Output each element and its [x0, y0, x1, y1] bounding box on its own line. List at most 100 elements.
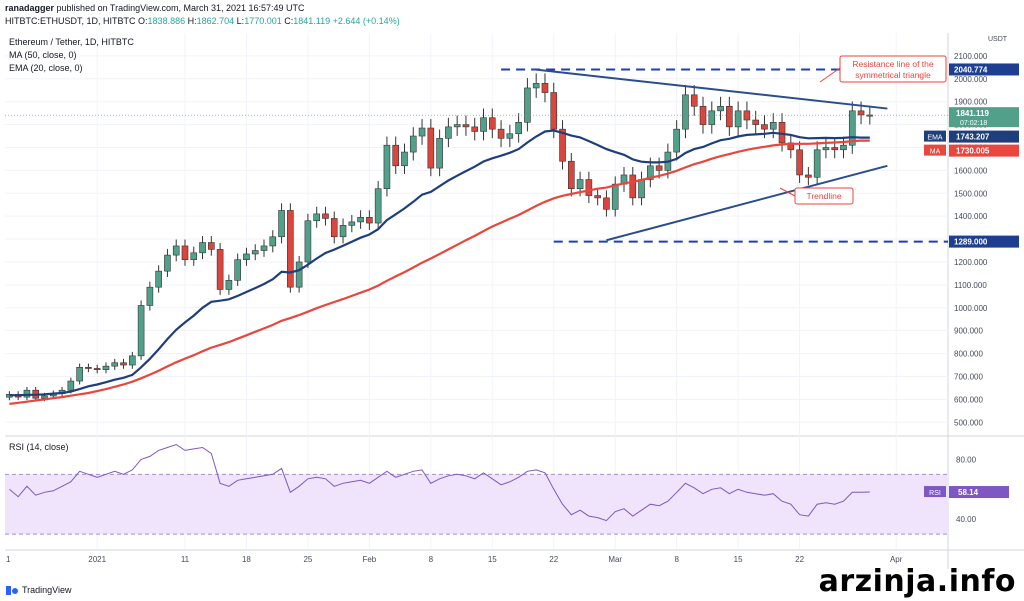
candle-body	[462, 124, 470, 128]
candle-body	[541, 83, 549, 93]
ohlc-o-label: O:	[138, 16, 148, 26]
trendline-support	[606, 164, 888, 242]
resistance-callout-line1: Resistance line of the	[852, 59, 934, 69]
candle-body	[295, 261, 303, 288]
candle-body	[805, 174, 812, 178]
ma-tag-bg	[924, 144, 946, 156]
candle-body	[752, 119, 759, 125]
publication-header: ranadagger published on TradingView.com,…	[0, 0, 1024, 32]
candle-body	[383, 144, 391, 190]
price-tick-label: 700.000	[954, 372, 983, 381]
ohlc-low: 1770.001	[244, 16, 282, 26]
candle-body	[568, 160, 575, 190]
ohlc-close: 1841.119	[293, 16, 331, 26]
symbol-text: HITBTC:ETHUSDT, 1D, HITBTC	[5, 16, 136, 26]
price-tick-label: 1100.000	[954, 281, 987, 290]
candle-body	[41, 395, 48, 399]
candle-body	[682, 94, 689, 130]
ma-value-label: 1730.005	[956, 147, 990, 156]
time-tick-label: 11	[181, 555, 190, 564]
candle-body	[287, 210, 294, 288]
candle-body	[445, 126, 452, 139]
candle-body	[172, 245, 180, 256]
time-tick-label: 8	[429, 555, 434, 564]
legend-ma[interactable]: MA (50, close, 0)	[9, 50, 77, 60]
resistance-callout-line2: symmetrical triangle	[855, 70, 931, 80]
ohlc-open: 1838.886	[147, 16, 186, 26]
ema-tag: EMA	[927, 135, 943, 142]
price-tick-label: 1900.000	[954, 98, 988, 107]
candle-body	[611, 183, 619, 210]
candle-body	[67, 380, 75, 391]
ohlc-h-label: H:	[187, 16, 197, 26]
candle-body	[366, 217, 373, 224]
price-tick-label: 1600.000	[954, 166, 988, 175]
candle-body	[831, 147, 839, 151]
candle-body	[726, 105, 733, 128]
price-tick-label: 2000.000	[954, 75, 988, 84]
legend-rsi[interactable]: RSI (14, close)	[9, 442, 69, 452]
candle-body	[436, 138, 443, 169]
ohlc-high: 1862.704	[196, 16, 235, 26]
level-label: 2040.774	[954, 65, 988, 74]
ema-20-line	[9, 129, 870, 397]
candle-body	[120, 362, 127, 366]
candle-body	[840, 144, 847, 151]
candle-body	[585, 179, 593, 196]
ema-value-label: 1743.207	[956, 133, 990, 142]
price-tick-label: 2100.000	[954, 52, 988, 61]
time-tick-label: Feb	[362, 555, 376, 564]
ohlc-change: +2.644 (+0.14%)	[332, 16, 400, 26]
candle-body	[822, 147, 830, 151]
rsi-value-label: 58.14	[958, 488, 979, 497]
resistance-callout-pointer	[819, 67, 841, 83]
candle-body	[857, 110, 865, 116]
countdown-label: 07:02:18	[960, 120, 987, 127]
candle-body	[234, 259, 241, 281]
last-price-label-bg	[949, 107, 1019, 128]
symbol-ohlc-line: HITBTC:ETHUSDT, 1D, HITBTC O:1838.886 H:…	[5, 16, 400, 26]
candle-body	[559, 128, 566, 162]
time-tick-label: 18	[242, 555, 251, 564]
resistance-callout-box	[839, 55, 947, 83]
candle-body	[137, 305, 145, 357]
candle-body	[251, 250, 259, 255]
candle-body	[93, 368, 101, 370]
candle-body	[348, 221, 356, 226]
trendline-resistance	[536, 68, 888, 110]
price-tick-label: 600.000	[954, 395, 983, 404]
candle-body	[524, 87, 531, 123]
candle-body	[418, 127, 426, 137]
candle-body	[260, 245, 268, 251]
publisher-line: ranadagger published on TradingView.com,…	[5, 3, 305, 13]
candle-body	[497, 128, 505, 139]
candle-body	[85, 367, 92, 369]
time-tick-label: 22	[795, 555, 804, 564]
legend-title: Ethereum / Tether, 1D, HITBTC	[9, 37, 134, 47]
candle-body	[225, 279, 233, 290]
rsi-tag: RSI	[929, 490, 941, 497]
candle-body	[550, 92, 558, 130]
publisher-name: ranadagger	[5, 3, 55, 13]
candle-body	[673, 128, 680, 153]
candle-body	[708, 110, 716, 125]
candle-body	[603, 197, 610, 210]
site-watermark: arzinja.info	[818, 564, 1016, 599]
level-label-bg	[949, 63, 1019, 76]
candle-body	[190, 252, 198, 260]
tradingview-logo-icon	[6, 585, 18, 595]
level-label: 1289.000	[954, 238, 988, 247]
rsi-band	[5, 474, 948, 535]
tradingview-logo: TradingView	[6, 585, 72, 595]
rsi-tick-label: 40.00	[956, 515, 977, 524]
candle-body	[699, 105, 707, 125]
candle-body	[488, 117, 496, 130]
rsi-line	[9, 443, 870, 522]
time-tick-label: 22	[549, 555, 558, 564]
candle-body	[717, 105, 724, 112]
candle-body	[243, 253, 250, 260]
rsi-tick-label: 80.00	[956, 455, 977, 464]
candle-body	[576, 179, 584, 190]
legend-ema[interactable]: EMA (20, close, 0)	[9, 63, 83, 73]
